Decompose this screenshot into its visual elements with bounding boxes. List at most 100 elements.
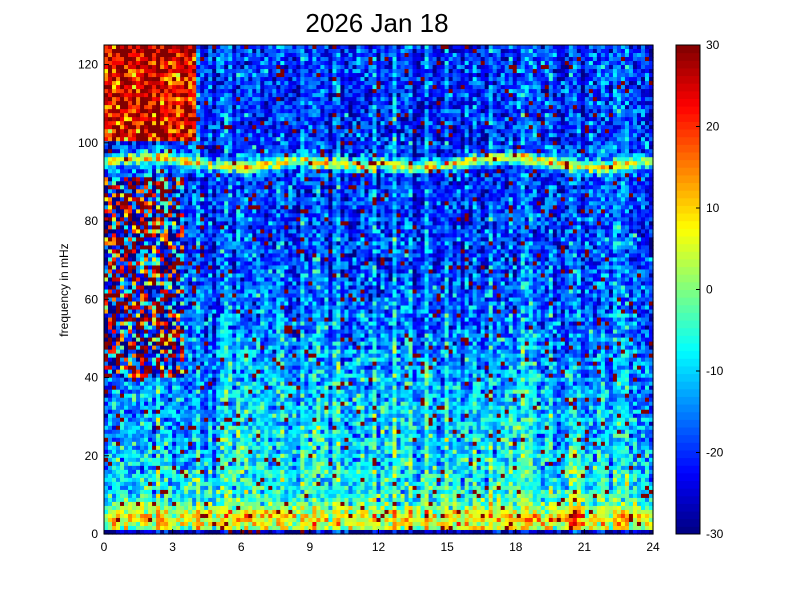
heatmap-cell [204,269,209,275]
heatmap-cell [124,401,129,407]
heatmap-cell [132,393,137,399]
heatmap-cell [232,105,237,110]
heatmap-cell [164,161,169,166]
heatmap-cell [240,141,245,146]
heatmap-cell [244,477,249,483]
heatmap-cell [144,509,149,515]
heatmap-cell [232,493,237,499]
heatmap-cell [136,193,141,198]
heatmap-cell [112,157,117,162]
heatmap-cell [124,57,129,62]
heatmap-cell [160,129,165,134]
heatmap-cell [148,401,153,407]
heatmap-cell [156,101,161,106]
heatmap-cell [232,85,237,90]
heatmap-cell [168,153,173,158]
heatmap-cell [164,393,169,399]
heatmap-cell [196,349,201,355]
heatmap-cell [224,393,229,399]
heatmap-cell [256,137,261,142]
heatmap-cell [160,525,165,531]
heatmap-cell [180,145,185,150]
heatmap-cell [144,329,149,335]
heatmap-cell [136,109,141,114]
heatmap-cell [260,265,265,271]
heatmap-cell [128,225,133,230]
heatmap-cell [164,45,169,50]
heatmap-cell [152,57,157,62]
heatmap-cell [204,421,209,427]
heatmap-cell [204,277,209,283]
heatmap-cell [160,89,165,94]
heatmap-cell [240,317,245,323]
heatmap-cell [144,77,149,82]
heatmap-cell [120,181,125,186]
heatmap-cell [236,389,241,395]
heatmap-cell [216,217,221,222]
heatmap-cell [264,493,269,499]
heatmap-cell [256,101,261,106]
heatmap-cell [224,245,229,251]
heatmap-cell [136,261,141,267]
heatmap-cell [192,129,197,134]
heatmap-cell [180,441,185,447]
heatmap-cell [144,133,149,138]
heatmap-cell [240,469,245,475]
heatmap-cell [116,117,121,122]
heatmap-cell [248,453,253,459]
heatmap-cell [264,141,269,146]
heatmap-cell [164,357,169,363]
heatmap-cell [188,237,193,242]
heatmap-cell [132,437,137,443]
heatmap-cell [252,121,257,126]
heatmap-cell [232,189,237,194]
heatmap-cell [264,125,269,130]
heatmap-cell [196,49,201,54]
heatmap-cell [164,441,169,447]
heatmap-cell [156,529,161,535]
heatmap-cell [120,389,125,395]
heatmap-cell [260,321,265,327]
heatmap-cell [136,141,141,146]
heatmap-cell [188,65,193,70]
heatmap-cell [160,185,165,190]
heatmap-cell [232,381,237,387]
heatmap-cell [168,337,173,343]
heatmap-cell [160,53,165,58]
heatmap-cell [168,49,173,54]
heatmap-cell [228,477,233,483]
heatmap-cell [196,133,201,138]
heatmap-cell [256,249,261,255]
heatmap-cell [152,349,157,355]
heatmap-cell [180,205,185,210]
heatmap-cell [220,89,225,94]
heatmap-cell [220,369,225,375]
heatmap-cell [248,97,253,102]
heatmap-cell [228,489,233,495]
heatmap-cell [160,197,165,202]
heatmap-cell [152,105,157,110]
heatmap-cell [112,397,117,403]
heatmap-cell [108,113,113,118]
heatmap-cell [224,389,229,395]
heatmap-cell [116,253,121,259]
heatmap-cell [108,285,113,291]
heatmap-cell [208,137,213,142]
heatmap-cell [156,153,161,158]
heatmap-cell [104,389,109,395]
heatmap-cell [108,133,113,138]
heatmap-cell [120,357,125,363]
heatmap-cell [116,457,121,463]
heatmap-cell [216,513,221,519]
heatmap-cell [188,97,193,102]
heatmap-cell [152,293,157,299]
heatmap-cell [112,105,117,110]
heatmap-cell [224,293,229,299]
heatmap-cell [264,157,269,162]
heatmap-cell [164,181,169,186]
heatmap-cell [220,109,225,114]
heatmap-cell [244,369,249,375]
heatmap-cell [204,301,209,307]
heatmap-cell [168,357,173,363]
heatmap-cell [232,297,237,303]
